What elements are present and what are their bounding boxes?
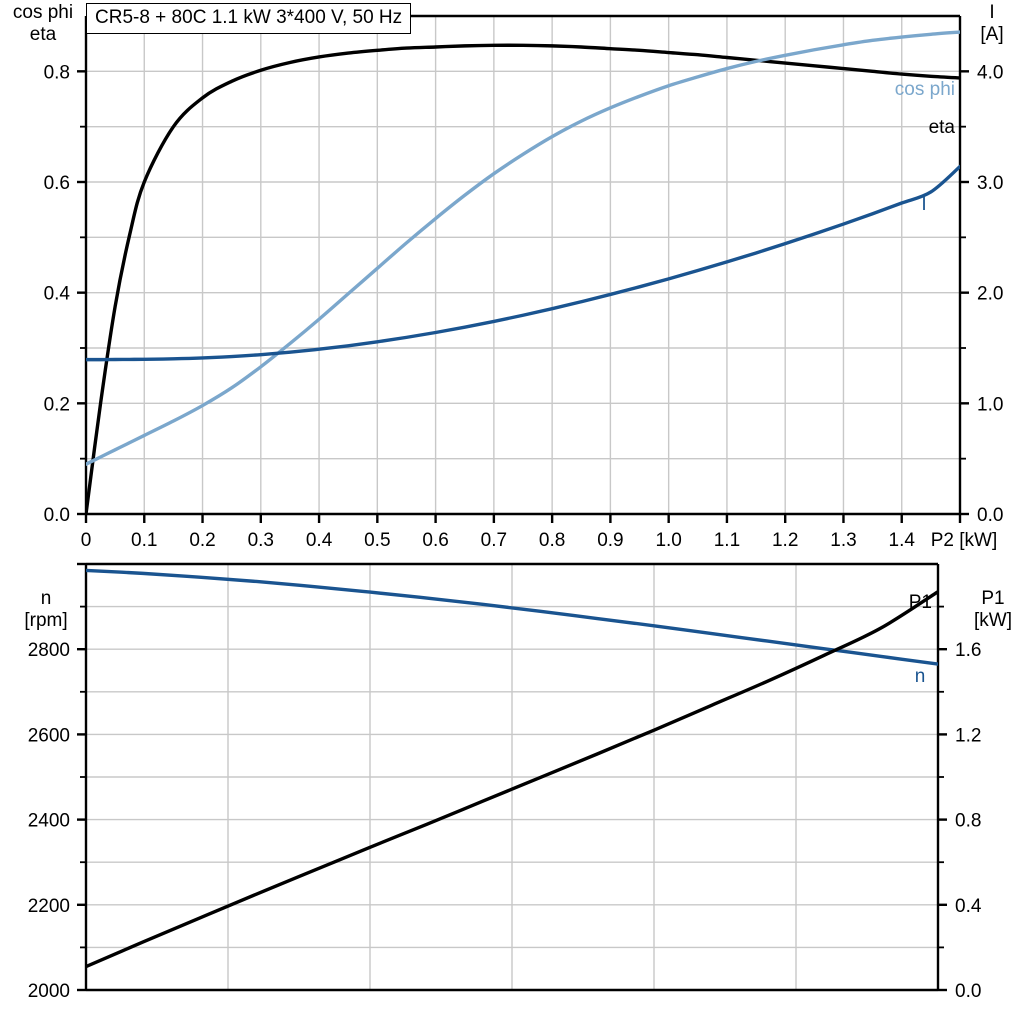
top-right-axis-ticks	[960, 70, 969, 516]
top-right-tick-label: 2.0	[977, 284, 1003, 305]
top-left-tick-label: 0.2	[44, 394, 70, 415]
bottom-right-axis-title-line2: [kW]	[974, 609, 1012, 631]
bottom-right-tick-label: 1.2	[955, 725, 981, 746]
top-left-tick-label: 0.6	[44, 173, 70, 194]
top-chart-frame	[84, 14, 962, 516]
top-x-tick-label: 0.2	[189, 530, 215, 550]
bottom-left-tick-label: 2600	[28, 725, 70, 746]
bottom-right-tick-label: 0.0	[955, 981, 981, 1002]
chart-title-box: CR5-8 + 80C 1.1 kW 3*400 V, 50 Hz	[86, 3, 412, 34]
top-right-axis-title-line2: [A]	[980, 23, 1004, 45]
curve-eta	[86, 43, 960, 514]
top-right-tick-label: 0.0	[977, 505, 1003, 526]
bottom-left-axis-title-line2: [rpm]	[24, 609, 68, 631]
top-left-axis-ticks	[77, 70, 86, 516]
top-x-tick-label: 1.4	[889, 530, 916, 550]
top-left-axis-title-line1: cos phi	[12, 2, 74, 23]
top-right-tick-label: 1.0	[977, 394, 1003, 415]
top-left-axis-title: cos phi eta	[4, 2, 82, 46]
bottom-left-tick-label: 2000	[28, 981, 70, 1002]
top-right-tick-label: 3.0	[977, 173, 1003, 194]
bottom-chart-grid	[86, 564, 938, 990]
top-x-tick-label: 0.7	[481, 530, 507, 550]
curve-label-eta: eta	[929, 117, 956, 138]
top-x-axis-title: P2 [kW]	[931, 530, 998, 550]
top-x-tick-label: 1.2	[772, 530, 798, 550]
curve-label-cos-phi: cos phi	[895, 79, 955, 100]
curve-label-n: n	[915, 666, 926, 687]
top-x-tick-label: 0	[81, 530, 92, 550]
bottom-left-axis-title: n [rpm]	[10, 588, 82, 632]
top-x-tick-label: 1.3	[830, 530, 856, 550]
top-x-tick-label: 0.5	[364, 530, 390, 550]
top-x-tick-label: 0.8	[539, 530, 565, 550]
bottom-left-axis-ticks	[77, 562, 86, 992]
curve-p1	[86, 589, 938, 969]
bottom-left-tick-label: 2200	[28, 896, 70, 917]
top-x-tick-label: 0.1	[131, 530, 157, 550]
top-x-tick-label: 0.4	[306, 530, 333, 550]
top-x-axis-ticks	[84, 514, 962, 523]
curve-n	[86, 568, 938, 666]
bottom-left-axis-title-line1: n	[40, 588, 52, 609]
curve-cos-phi	[86, 30, 960, 466]
bottom-left-tick-label: 2800	[28, 640, 70, 661]
top-right-axis-title-line1: I	[989, 2, 995, 23]
top-x-tick-label: 0.6	[422, 530, 448, 550]
top-chart-grid	[86, 16, 960, 514]
top-x-tick-label: 1.0	[655, 530, 681, 550]
bottom-right-axis-title: P1 [kW]	[962, 588, 1024, 632]
bottom-chart-panel: 2000 2200 2400 2600 2800 0.0 0.4 0.8 1.2 1.6 P1 n	[0, 550, 1024, 1024]
bottom-right-tick-label: 0.8	[955, 811, 981, 832]
bottom-right-tick-label: 1.6	[955, 640, 981, 661]
top-right-axis-title: I [A]	[962, 2, 1022, 46]
bottom-right-axis-title-line1: P1	[981, 588, 1005, 609]
bottom-right-tick-label: 0.4	[955, 896, 982, 917]
top-chart-panel: 0.0 0.2 0.4 0.6 0.8 0.0 1.0 2.0 3.0 4.0 0 0.1 0.2 0.3…	[44, 14, 1003, 550]
top-left-tick-label: 0.4	[44, 284, 71, 305]
bottom-right-axis-ticks	[938, 605, 947, 992]
curve-label-p1: P1	[909, 592, 932, 613]
top-x-tick-label: 1.1	[714, 530, 740, 550]
top-x-tick-label: 0.3	[248, 530, 274, 550]
top-left-tick-label: 0.0	[44, 505, 70, 526]
top-left-tick-label: 0.8	[44, 62, 70, 83]
top-x-tick-label: 0.9	[597, 530, 623, 550]
curve-i	[86, 164, 960, 362]
curve-label-current: I	[921, 194, 926, 215]
bottom-left-tick-label: 2400	[28, 811, 70, 832]
top-left-axis-title-line2: eta	[29, 23, 57, 45]
top-right-tick-label: 4.0	[977, 62, 1003, 83]
